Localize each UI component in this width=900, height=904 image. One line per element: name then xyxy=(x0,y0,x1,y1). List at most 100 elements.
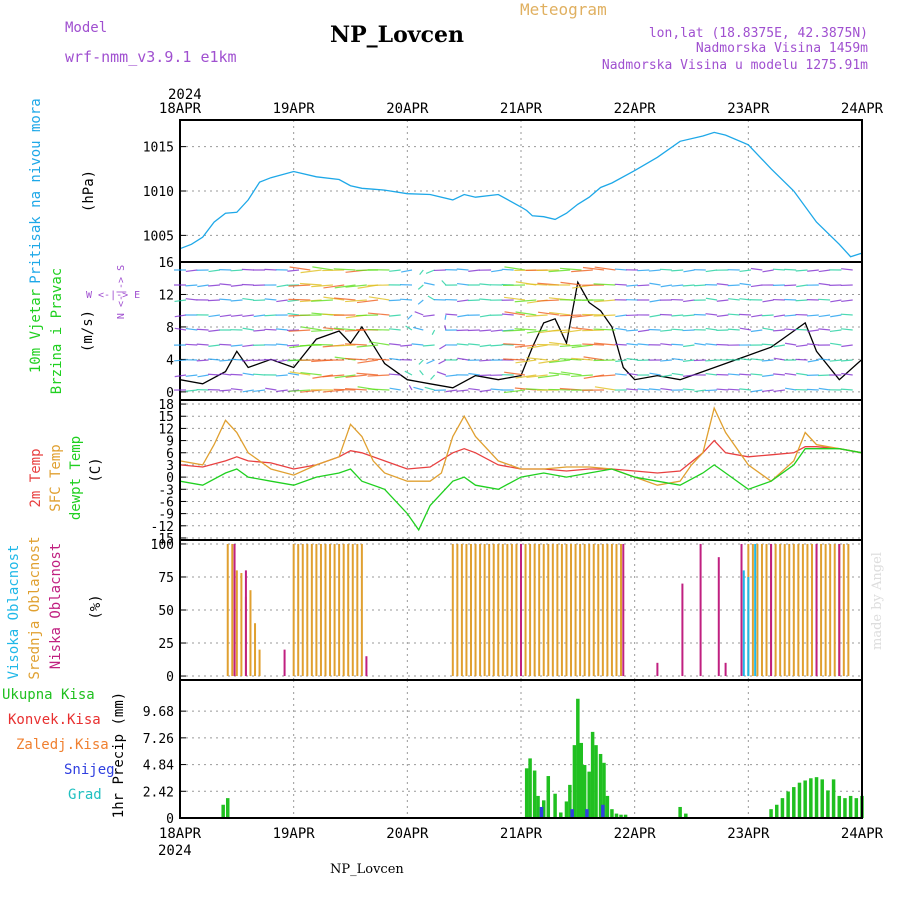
bar-low_cloud xyxy=(838,544,840,676)
wind-arrow xyxy=(615,315,626,317)
y-tick-label: 75 xyxy=(158,571,174,586)
meteogram-label: Meteogram xyxy=(520,0,607,19)
top-tick-label: 20APR xyxy=(386,101,429,117)
wind-arrow xyxy=(442,280,446,285)
wind-arrow xyxy=(276,300,287,302)
wind-arrow xyxy=(432,330,434,335)
bar-high_cloud xyxy=(743,570,745,676)
bar-mid_cloud xyxy=(534,544,536,676)
y-tick-label: 8 xyxy=(166,321,174,336)
wind-arrow xyxy=(437,372,446,375)
wind-arrow xyxy=(491,389,503,390)
bottom-tick-label: 21APR xyxy=(500,826,543,842)
bar-mid_cloud xyxy=(452,544,454,676)
wind-arrow xyxy=(706,328,717,330)
compass-horizontal: W <-|-> E xyxy=(86,290,140,301)
wind-arrow xyxy=(650,315,661,317)
bar-mid_cloud xyxy=(240,573,242,676)
wind-arrow xyxy=(819,388,830,390)
wind-arrow xyxy=(405,371,412,375)
wind-arrow xyxy=(739,359,751,360)
wind-arrow xyxy=(468,389,479,390)
wind-arrow xyxy=(231,315,243,316)
wind-arrow xyxy=(762,300,773,302)
wind-arrow xyxy=(739,374,751,375)
wind-arrow xyxy=(694,285,706,286)
wind-arrow xyxy=(231,300,243,301)
wind-arrow xyxy=(231,345,243,346)
wind-arrow xyxy=(683,285,695,286)
wind-arrow xyxy=(276,344,288,345)
precip-legend-item: Ukupna Kisa xyxy=(2,687,95,703)
wind-arrow xyxy=(208,330,219,331)
wind-arrow xyxy=(445,325,446,330)
wind-arrow xyxy=(649,283,660,285)
wind-arrow xyxy=(242,345,253,346)
wind-arrow xyxy=(774,315,785,317)
wind-arrow xyxy=(389,329,401,330)
bar-mid_cloud xyxy=(620,544,622,676)
wind-arrow xyxy=(311,344,333,345)
bar-mid_cloud xyxy=(829,544,831,676)
wind-arrow xyxy=(650,300,661,302)
wind-arrow xyxy=(728,329,740,330)
wind-arrow xyxy=(615,284,627,285)
bottom-tick-label: 22APR xyxy=(614,826,657,842)
wind-arrow xyxy=(762,315,774,316)
top-tick-label: 18APR xyxy=(159,101,202,117)
wind-arrow xyxy=(389,315,401,316)
ylabel-low-cloud: Niska Oblacnost xyxy=(48,543,64,669)
bar-snow xyxy=(570,809,574,818)
wind-arrow xyxy=(773,374,785,375)
wind-arrow xyxy=(276,329,288,330)
wind-arrow xyxy=(198,375,209,377)
wind-arrow xyxy=(537,344,559,345)
wind-arrow xyxy=(649,373,660,375)
wind-arrow xyxy=(277,360,288,362)
wind-arrow xyxy=(807,344,819,345)
precip-legend-item: Grad xyxy=(68,787,102,803)
bar-mid_cloud xyxy=(306,544,308,676)
wind-arrow xyxy=(626,389,638,390)
bar-mid_cloud xyxy=(615,544,617,676)
wind-arrow xyxy=(841,269,853,270)
wind-arrow xyxy=(457,390,469,391)
bar-mid_cloud xyxy=(834,544,836,676)
bar-mid_cloud xyxy=(311,544,313,676)
wind-arrow xyxy=(480,345,491,347)
bar-snow xyxy=(585,809,589,818)
wind-arrow xyxy=(253,330,265,331)
y-tick-label: 2.42 xyxy=(143,785,174,800)
y-tick-label: 18 xyxy=(158,398,174,413)
wind-arrow xyxy=(683,389,695,390)
wind-arrow xyxy=(796,270,808,271)
bar-mid_cloud xyxy=(320,544,322,676)
wind-arrow xyxy=(706,314,718,315)
bar-total_rain xyxy=(855,798,859,818)
wind-arrow xyxy=(717,300,729,301)
wind-arrow xyxy=(389,300,401,301)
bar-total_rain xyxy=(769,809,773,818)
wind-arrow xyxy=(356,315,378,316)
ylabel-pressure-unit: (hPa) xyxy=(81,170,97,212)
bar-mid_cloud xyxy=(584,544,586,676)
wind-arrow xyxy=(468,374,479,375)
y-tick-label: 1005 xyxy=(143,229,174,244)
wind-arrow xyxy=(254,315,265,317)
wind-arrow xyxy=(785,329,797,330)
wind-arrow xyxy=(253,374,265,375)
ylabel-wind-sub: Brzina i Pravac xyxy=(49,268,65,394)
wind-arrow xyxy=(751,374,763,375)
wind-arrow xyxy=(208,359,220,360)
wind-arrow xyxy=(819,315,830,317)
wind-arrow xyxy=(626,285,638,286)
wind-arrow xyxy=(796,285,807,287)
wind-arrow xyxy=(773,390,784,391)
bar-low_cloud xyxy=(656,663,658,676)
wind-arrow xyxy=(706,374,717,375)
wind-arrow xyxy=(502,269,514,270)
bar-mid_cloud xyxy=(766,544,768,676)
bar-mid_cloud xyxy=(543,544,545,676)
wind-arrow xyxy=(751,269,762,270)
